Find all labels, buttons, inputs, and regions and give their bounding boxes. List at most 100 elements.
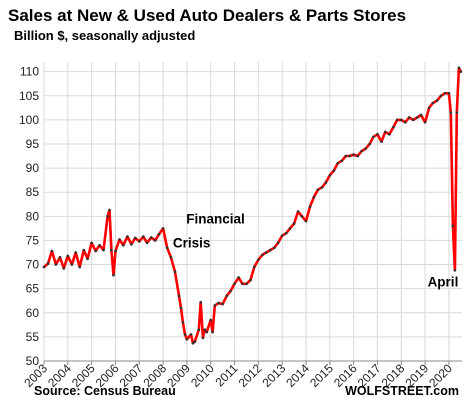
data-point	[360, 149, 363, 153]
data-point	[388, 133, 391, 136]
data-point	[308, 205, 312, 208]
data-point	[58, 255, 62, 259]
data-point	[356, 154, 360, 158]
data-point	[70, 263, 74, 266]
data-point	[439, 94, 443, 98]
data-point	[118, 238, 121, 241]
data-point	[332, 169, 336, 172]
data-point	[66, 254, 70, 258]
data-point	[145, 241, 149, 245]
data-point	[191, 341, 195, 345]
y-tick-label: 55	[26, 330, 40, 344]
data-point	[169, 255, 173, 259]
data-point	[130, 243, 133, 246]
data-point	[296, 210, 300, 213]
data-point	[126, 235, 129, 238]
data-point	[419, 113, 423, 117]
data-point	[427, 106, 431, 110]
data-point	[142, 235, 145, 238]
data-point	[368, 142, 371, 146]
chart-subtitle: Billion $, seasonally adjusted	[14, 28, 195, 43]
data-point	[380, 140, 383, 143]
data-point	[320, 186, 324, 189]
y-tick-label: 110	[20, 65, 39, 79]
data-point	[94, 249, 97, 253]
data-point	[449, 111, 453, 114]
data-point	[82, 248, 86, 252]
data-point	[90, 241, 93, 245]
data-point	[106, 215, 109, 218]
data-point	[133, 236, 137, 240]
data-point	[400, 118, 403, 122]
data-point	[165, 246, 169, 249]
data-point	[300, 215, 304, 218]
data-point	[249, 278, 252, 282]
data-point	[181, 321, 185, 324]
data-point	[340, 159, 344, 163]
data-point	[179, 306, 183, 310]
data-point	[42, 265, 46, 269]
data-point	[211, 330, 214, 334]
data-point	[411, 118, 415, 122]
data-point	[288, 227, 292, 230]
data-point	[233, 282, 236, 286]
annotation-label: Financial	[186, 212, 245, 227]
data-point	[217, 301, 220, 305]
data-point	[384, 130, 387, 134]
data-point	[149, 236, 153, 239]
data-point	[304, 219, 308, 223]
source-note: Source: Census Bureau	[34, 384, 176, 398]
data-point	[455, 111, 459, 114]
data-point	[372, 135, 375, 139]
chart-title: Sales at New & Used Auto Dealers & Parts…	[8, 6, 406, 25]
data-point	[451, 224, 455, 228]
data-point	[435, 99, 439, 102]
data-point	[177, 294, 181, 298]
data-point	[447, 92, 451, 95]
data-point	[185, 338, 189, 341]
plot-area	[42, 66, 463, 345]
data-point	[264, 251, 268, 254]
data-point	[273, 246, 276, 249]
data-point	[221, 302, 224, 306]
data-point	[225, 294, 228, 298]
y-tick-label: 95	[26, 137, 40, 151]
data-point	[122, 244, 125, 247]
data-point	[245, 282, 248, 286]
data-point	[344, 154, 348, 158]
y-tick-label: 85	[26, 185, 40, 199]
y-axis: 50 55 60 65 70 75 80 85 90 95 100 105 110	[19, 65, 39, 368]
data-point	[316, 188, 320, 192]
data-point	[110, 248, 113, 252]
data-point	[348, 154, 351, 158]
data-point	[415, 116, 419, 119]
data-point	[161, 227, 165, 230]
data-point	[261, 253, 264, 257]
data-point	[205, 330, 208, 334]
data-point	[209, 318, 212, 322]
data-point	[86, 257, 89, 261]
data-point	[324, 181, 328, 184]
data-point	[183, 333, 187, 336]
data-point	[153, 239, 157, 242]
data-point	[201, 336, 205, 340]
data-point	[257, 258, 260, 262]
data-point	[114, 249, 117, 253]
y-tick-label: 60	[26, 306, 40, 320]
data-point	[197, 328, 201, 332]
data-point	[312, 195, 316, 199]
data-point	[395, 118, 399, 122]
y-tick-label: 65	[26, 282, 40, 296]
data-point	[98, 244, 101, 247]
data-point	[173, 270, 177, 274]
data-point	[336, 162, 340, 165]
data-point	[199, 300, 202, 304]
data-point	[280, 234, 284, 237]
data-point	[78, 265, 81, 269]
data-point	[328, 174, 332, 177]
data-point	[74, 251, 77, 254]
data-point	[284, 231, 288, 235]
data-point	[108, 208, 111, 212]
data-point	[54, 263, 58, 266]
